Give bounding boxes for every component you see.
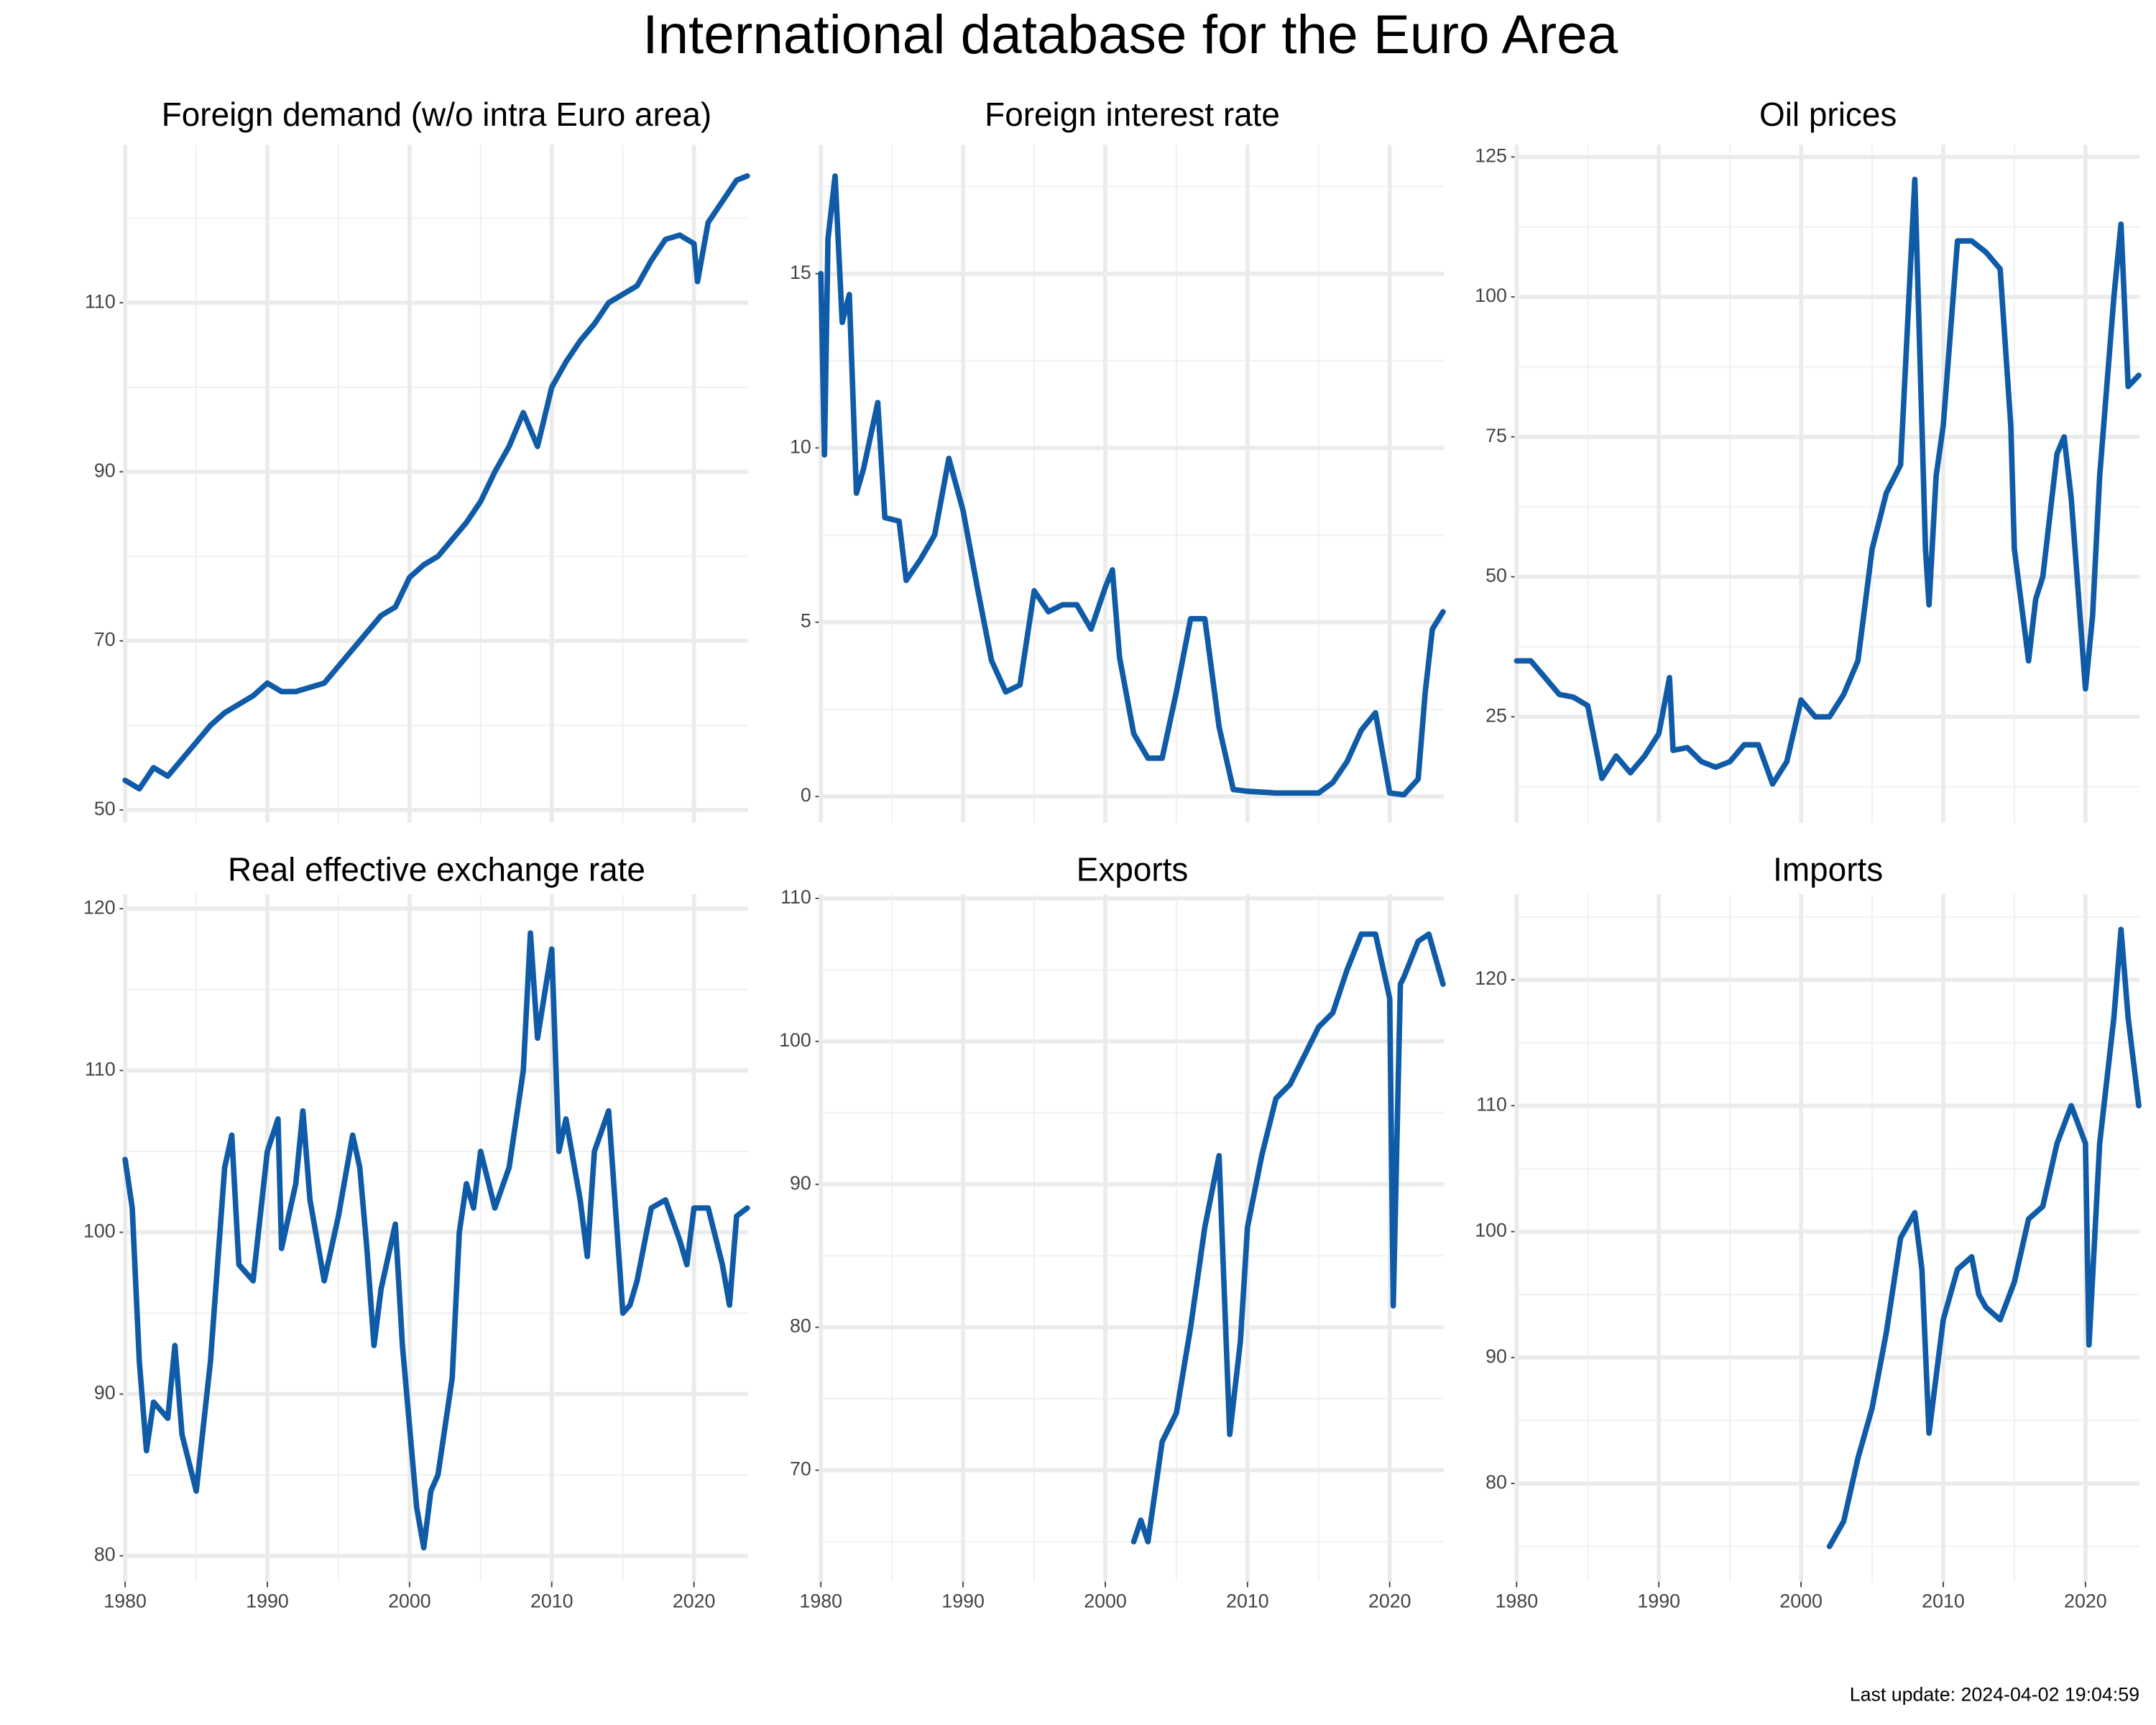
y-tick-label: 125	[1475, 144, 1507, 166]
x-tick-label: 1990	[1637, 1590, 1680, 1611]
panel-title: Oil prices	[1759, 96, 1897, 133]
data-line	[1514, 176, 2142, 787]
x-tick-label: 1980	[103, 1590, 147, 1611]
y-tick-label: 100	[83, 1220, 116, 1242]
x-tick-label: 2020	[673, 1590, 716, 1611]
y-tick-label: 80	[790, 1315, 811, 1337]
panel-title: Foreign interest rate	[985, 96, 1280, 133]
x-tick-label: 2010	[1226, 1590, 1269, 1611]
panel-title: Exports	[1077, 851, 1189, 888]
y-tick-label: 90	[1485, 1346, 1507, 1367]
x-tick-label: 1990	[941, 1590, 985, 1611]
figure-title: International database for the Euro Area	[642, 4, 1618, 65]
y-tick-label: 110	[85, 290, 116, 312]
y-tick-label: 50	[94, 798, 116, 819]
y-tick-label: 100	[1475, 285, 1507, 306]
data-line	[1826, 926, 2142, 1550]
x-tick-label: 2010	[1922, 1590, 1965, 1611]
y-tick-label: 10	[790, 436, 811, 457]
panel-title: Real effective exchange rate	[228, 851, 645, 888]
data-line	[1130, 931, 1446, 1545]
y-tick-label: 110	[1476, 1093, 1507, 1115]
y-tick-label: 70	[94, 629, 116, 650]
x-tick-label: 2000	[388, 1590, 431, 1611]
y-tick-label: 80	[94, 1544, 116, 1565]
y-tick-label: 100	[1475, 1220, 1507, 1241]
x-tick-label: 2000	[1084, 1590, 1127, 1611]
y-tick-label: 110	[780, 886, 811, 908]
x-tick-label: 2020	[2064, 1590, 2107, 1611]
data-line	[122, 930, 750, 1551]
y-tick-label: 120	[83, 896, 116, 918]
x-tick-label: 2020	[1368, 1590, 1411, 1611]
x-tick-label: 1980	[799, 1590, 842, 1611]
y-tick-label: 25	[1485, 704, 1507, 726]
x-tick-label: 1980	[1496, 1590, 1539, 1611]
y-tick-label: 5	[801, 610, 811, 632]
data-line	[122, 172, 750, 792]
y-tick-label: 0	[801, 784, 811, 806]
y-tick-label: 100	[779, 1029, 811, 1051]
y-tick-label: 75	[1485, 425, 1507, 446]
x-tick-label: 2000	[1779, 1590, 1823, 1611]
y-tick-label: 50	[1485, 565, 1507, 586]
y-tick-label: 70	[790, 1458, 811, 1480]
y-tick-label: 15	[790, 262, 811, 283]
y-tick-label: 120	[1475, 967, 1507, 989]
y-tick-label: 80	[1485, 1471, 1507, 1493]
x-tick-label: 1990	[246, 1590, 289, 1611]
y-tick-label: 90	[790, 1172, 811, 1194]
panel-title: Foreign demand (w/o intra Euro area)	[162, 96, 711, 133]
data-line	[818, 173, 1446, 798]
y-tick-label: 90	[94, 1382, 116, 1404]
y-tick-label: 110	[85, 1058, 116, 1080]
panel-title: Imports	[1773, 851, 1883, 888]
footer: Last update: 2024-04-02 19:04:59	[1850, 1684, 2139, 1706]
x-tick-label: 2010	[530, 1590, 573, 1611]
y-tick-label: 90	[94, 460, 116, 482]
